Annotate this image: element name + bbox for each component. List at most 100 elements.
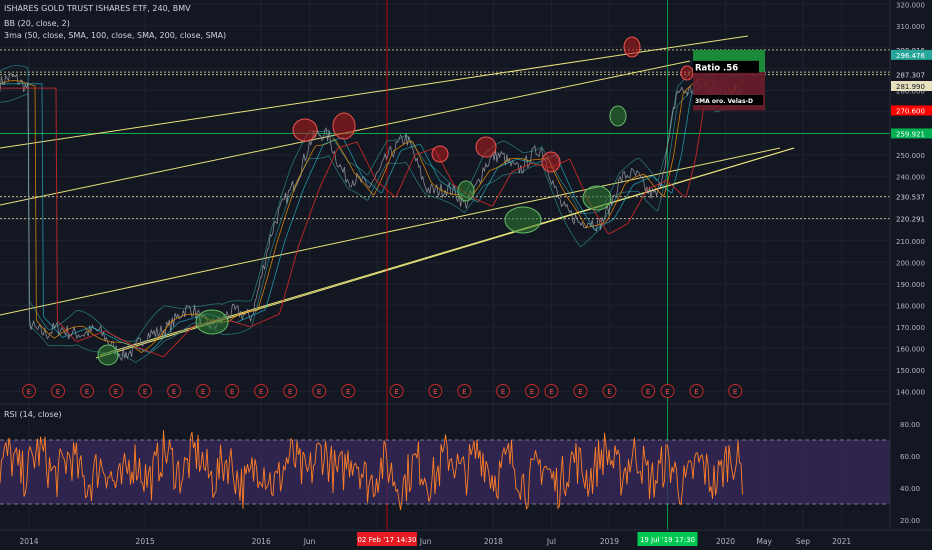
highlight-ellipse (609, 105, 627, 127)
price-tick-label: 190.000 (896, 281, 925, 289)
earnings-marker-label: E (646, 388, 650, 396)
trend-line (0, 147, 781, 316)
earnings-marker-label: E (201, 388, 205, 396)
price-label: 270.600 (896, 107, 925, 115)
earnings-marker (51, 384, 66, 398)
date-marker-bg (637, 532, 698, 546)
price-tick-label: 170.000 (896, 324, 925, 332)
price-series (0, 64, 743, 363)
date-marker-label: 19 Jul '19 17:30 (640, 536, 695, 544)
earnings-marker (138, 384, 153, 398)
earnings-marker-label: E (230, 388, 234, 396)
highlight-ellipse (623, 36, 641, 58)
price-label-bg (891, 44, 932, 55)
price-label-bg (891, 128, 932, 139)
time-tick-label: 2015 (136, 537, 155, 546)
earnings-marker (641, 384, 656, 398)
time-tick-label: 2020 (716, 537, 735, 546)
rsi-legend[interactable]: RSI (14, close) (4, 410, 62, 419)
ma-annotation: 3MA oro. Velas-D (695, 98, 753, 105)
highlight-ellipse (97, 344, 119, 366)
earnings-marker-label: E (317, 388, 321, 396)
price-label-bg (891, 105, 932, 116)
earnings-marker (728, 384, 743, 398)
price-label: 296.476 (896, 52, 925, 60)
price-label: 220.291 (896, 216, 925, 224)
highlight-ellipse (582, 185, 612, 211)
earnings-marker (389, 384, 404, 398)
time-tick-label: 2016 (252, 537, 271, 546)
earnings-marker-label: E (394, 388, 398, 396)
time-tick-label: Jun (419, 537, 432, 546)
price-tick-label: 160.000 (896, 345, 925, 353)
earnings-marker (428, 384, 443, 398)
price-label-bg (891, 49, 932, 60)
rsi-tick-label: 60.00 (900, 453, 920, 461)
earnings-marker (109, 384, 124, 398)
earnings-marker-label: E (259, 388, 263, 396)
price-axis: 320.000310.000300.000290.000280.000270.0… (889, 0, 932, 550)
earnings-marker (660, 384, 675, 398)
price-label: 230.537 (896, 194, 925, 202)
ma-indicator-legend[interactable]: 3ma (50, close, SMA, 100, close, SMA, 20… (4, 31, 227, 40)
earnings-marker (22, 384, 37, 398)
time-tick-label: Jul (546, 537, 556, 546)
earnings-marker (225, 384, 240, 398)
highlight-ellipse (504, 206, 542, 234)
price-label-bg (891, 191, 932, 202)
time-tick-label: Sep (796, 537, 810, 546)
earnings-marker-label: E (607, 388, 611, 396)
price-label: 281.990 (896, 83, 925, 91)
price-tick-label: 310.000 (896, 23, 925, 31)
highlight-ellipse (475, 136, 497, 158)
time-tick-label: 2018 (484, 537, 503, 546)
rsi-panel (0, 403, 932, 511)
earnings-marker-label: E (549, 388, 553, 396)
earnings-marker-label: E (462, 388, 466, 396)
earnings-marker (80, 384, 95, 398)
earnings-marker (254, 384, 269, 398)
price-tick-label: 250.000 (896, 152, 925, 160)
time-tick-label: 2019 (600, 537, 619, 546)
ratio-annotation: Ratio .56 (695, 63, 738, 73)
chart-title: ISHARES GOLD TRUST ISHARES ETF, 240, BMV (4, 4, 191, 13)
ma-label-bg (693, 95, 763, 106)
earnings-marker-label: E (56, 388, 60, 396)
earnings-marker-label: E (143, 388, 147, 396)
rsi-line (0, 430, 743, 511)
earnings-marker-label: E (288, 388, 292, 396)
ma50-line (0, 77, 743, 354)
time-axis: 201420152016Jun2017Jun2018Jul20192020May… (0, 529, 932, 550)
earnings-marker (573, 384, 588, 398)
earnings-marker-label: E (346, 388, 350, 396)
bb-indicator-legend[interactable]: BB (20, close, 2) (4, 19, 70, 28)
earnings-marker-label: E (530, 388, 534, 396)
earnings-marker (496, 384, 511, 398)
earnings-marker-label: E (665, 388, 669, 396)
price-tick-label: 320.000 (896, 1, 925, 9)
price-axis-bg (890, 0, 932, 550)
price-tick-label: 180.000 (896, 302, 925, 310)
earnings-marker (457, 384, 472, 398)
earnings-marker-label: E (501, 388, 505, 396)
price-tick-label: 280.000 (896, 87, 925, 95)
earnings-marker-label: E (85, 388, 89, 396)
earnings-marker (602, 384, 617, 398)
position-tool[interactable]: Ratio .56 3MA oro. Velas-D (693, 49, 765, 111)
time-tick-label: 2014 (19, 537, 38, 546)
rsi-tick-label: 20.00 (900, 517, 920, 525)
earnings-marker (283, 384, 298, 398)
ma200-line (0, 83, 743, 357)
price-tick-label: 210.000 (896, 238, 925, 246)
earnings-marker-label: E (172, 388, 176, 396)
rsi-tick-label: 80.00 (900, 421, 920, 429)
earnings-marker-label: E (433, 388, 437, 396)
earnings-marker-label: E (694, 388, 698, 396)
price-label: 287.307 (896, 72, 925, 80)
time-tick-label: May (756, 537, 772, 546)
price-tick-label: 140.000 (896, 388, 925, 396)
time-tick-label: Jun (303, 537, 316, 546)
earnings-marker (312, 384, 327, 398)
highlight-ellipses (97, 36, 694, 366)
